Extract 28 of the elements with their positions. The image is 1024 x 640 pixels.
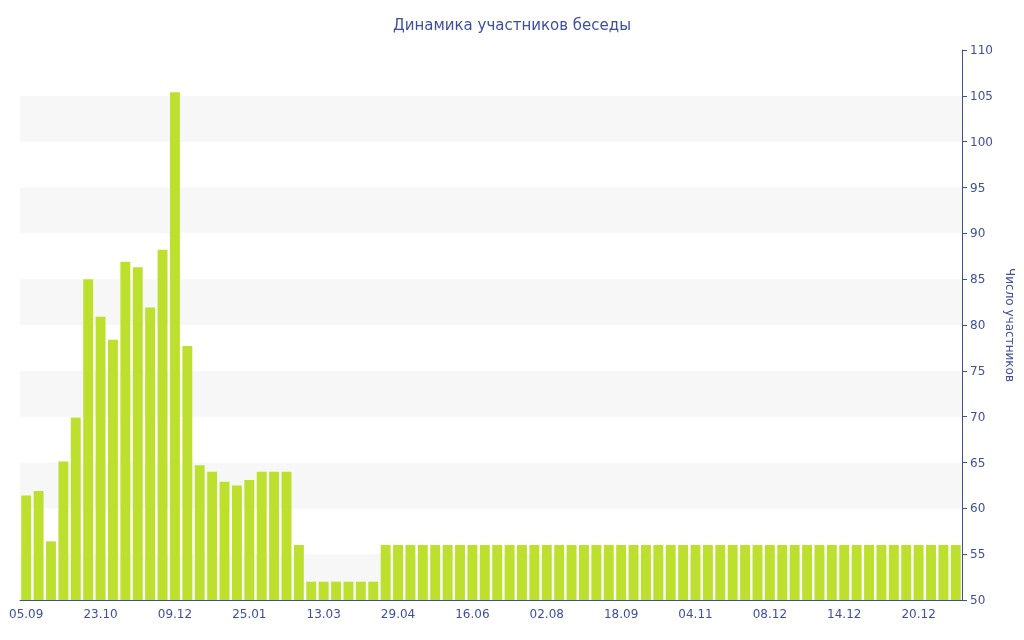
y-tick-label: 60 (970, 501, 986, 516)
y-tick-label: 100 (970, 134, 993, 149)
x-tick-label: 25.01 (232, 607, 267, 621)
y-tick-label: 80 (970, 318, 986, 332)
chart-title: Динамика участников беседы (392, 15, 632, 34)
x-tick-label: 09.12 (157, 607, 193, 621)
x-tick-label: 23.10 (83, 607, 118, 621)
y-tick-label: 55 (970, 547, 986, 562)
y-tick-label: 110 (970, 43, 993, 57)
y-axis-title: Число участников (1002, 268, 1017, 382)
x-tick-label: 02.08 (529, 607, 564, 621)
x-tick-label: 14.12 (827, 607, 862, 621)
x-tick-label: 20.12 (901, 607, 936, 621)
x-tick-label: 29.04 (380, 607, 416, 621)
x-tick-label: 05.09 (9, 607, 44, 621)
y-tick-label: 75 (970, 363, 986, 378)
y-tick-label: 65 (970, 455, 986, 470)
x-tick-label: 13.03 (306, 607, 341, 621)
y-tick-label: 70 (970, 409, 986, 424)
y-tick-label: 50 (970, 593, 986, 607)
x-tick-label: 08.12 (752, 607, 788, 621)
x-tick-label: 18.09 (603, 607, 639, 621)
x-tick-label: 04.11 (678, 607, 713, 621)
y-tick-label: 85 (970, 272, 986, 287)
x-tick-label: 16.06 (455, 607, 490, 621)
y-tick-label: 90 (970, 226, 986, 241)
y-tick-label: 105 (970, 88, 993, 103)
y-tick-label: 95 (970, 180, 986, 195)
